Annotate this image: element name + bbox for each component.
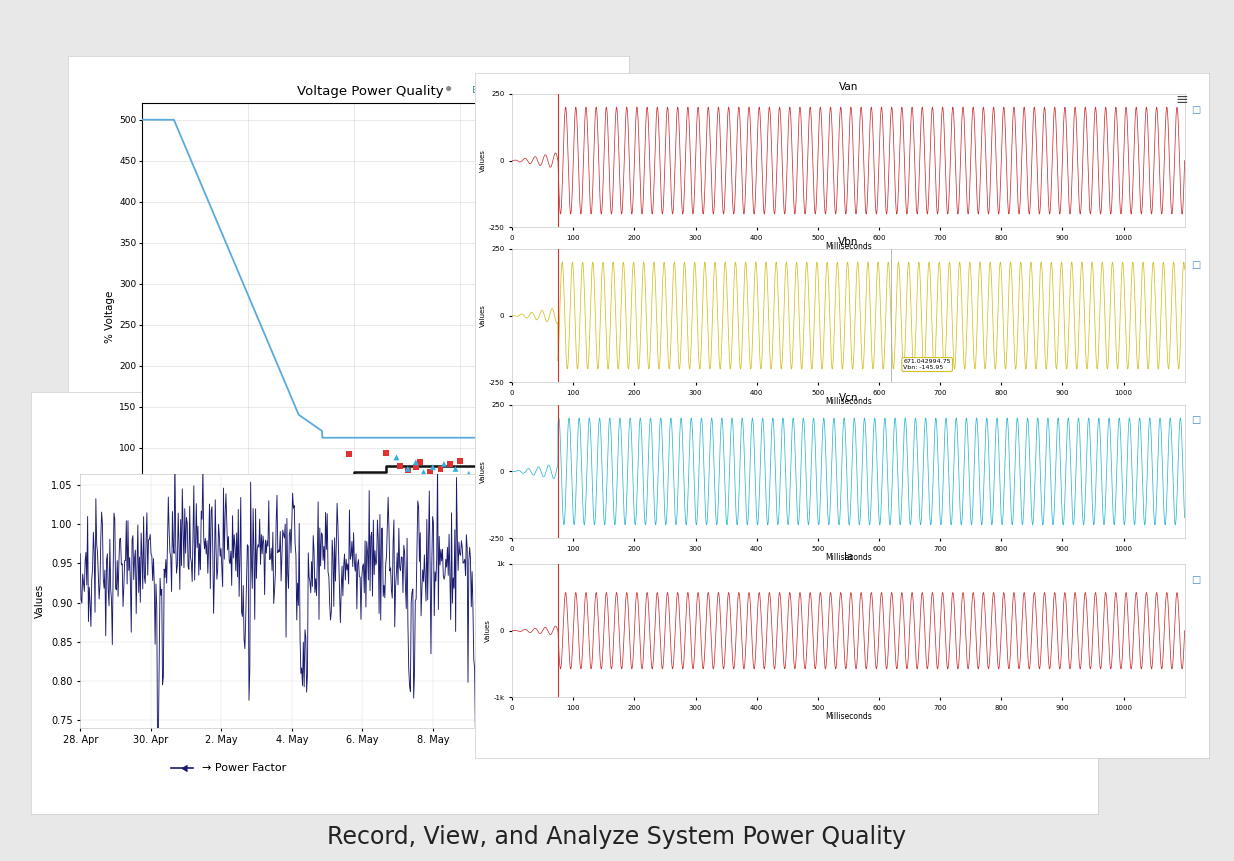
Text: □: □ (1191, 104, 1201, 115)
Title: Vcn: Vcn (839, 393, 858, 402)
X-axis label: Milliseconds: Milliseconds (826, 553, 871, 562)
Point (450, 454, 470, 468)
Legend: Van, Vcn: Van, Vcn (521, 577, 594, 593)
Text: 671.042994.75
Vbn: -145.95: 671.042994.75 Vbn: -145.95 (903, 359, 951, 370)
Title: Ia: Ia (844, 552, 853, 561)
Point (431, 462, 450, 476)
Point (406, 461, 426, 474)
Point (413, 465, 433, 479)
Text: ⊞: ⊞ (471, 85, 481, 96)
Point (399, 463, 418, 477)
Text: CBEMA: CBEMA (580, 85, 619, 96)
X-axis label: Milliseconds: Milliseconds (826, 397, 871, 406)
Text: ⚫: ⚫ (444, 85, 454, 96)
Point (376, 446, 396, 460)
Text: ≡: ≡ (1175, 91, 1188, 107)
Legend: → Power Factor: → Power Factor (167, 759, 290, 777)
Title: Van: Van (839, 82, 858, 91)
Point (434, 457, 454, 471)
Point (473, 451, 492, 465)
Text: 📊: 📊 (500, 85, 506, 96)
Y-axis label: Values: Values (36, 584, 46, 617)
Point (339, 447, 359, 461)
Text: □: □ (1191, 415, 1201, 425)
X-axis label: Duration: Duration (553, 560, 598, 569)
Y-axis label: Values: Values (485, 619, 491, 642)
Text: □: □ (1191, 574, 1201, 585)
Y-axis label: % Voltage: % Voltage (105, 290, 115, 343)
Point (423, 461, 443, 474)
Point (390, 459, 410, 473)
Point (524, 449, 544, 462)
Point (441, 457, 460, 471)
Circle shape (521, 81, 624, 100)
Point (459, 467, 479, 480)
Y-axis label: Values: Values (480, 304, 486, 327)
X-axis label: Milliseconds: Milliseconds (826, 242, 871, 251)
X-axis label: Milliseconds: Milliseconds (826, 712, 871, 722)
Title: Vbn: Vbn (838, 237, 859, 246)
Title: Voltage Power Quality: Voltage Power Quality (297, 85, 443, 98)
Text: Record, View, and Analyze System Power Quality: Record, View, and Analyze System Power Q… (327, 825, 907, 849)
Point (386, 450, 406, 464)
Point (406, 455, 426, 469)
Point (473, 451, 492, 465)
Text: □: □ (1191, 259, 1201, 269)
Y-axis label: Values: Values (480, 149, 486, 172)
Point (421, 465, 441, 479)
FancyBboxPatch shape (521, 77, 584, 104)
Y-axis label: Values: Values (480, 460, 486, 483)
Point (463, 476, 482, 490)
Point (445, 462, 465, 476)
Point (411, 455, 431, 469)
Point (399, 462, 418, 476)
